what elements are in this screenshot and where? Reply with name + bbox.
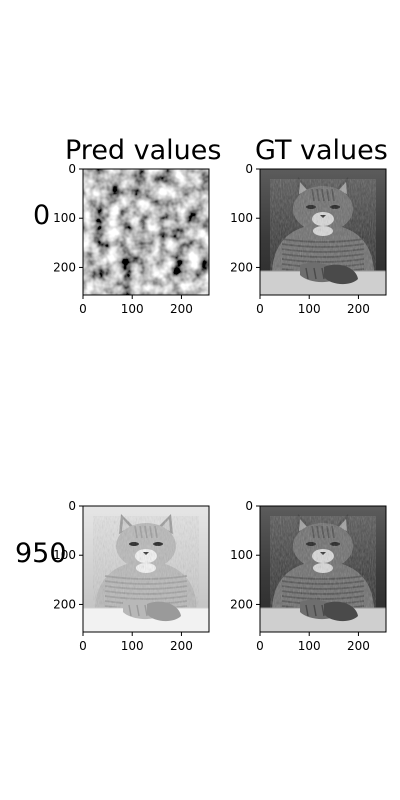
y-tick-label: 100	[53, 548, 76, 562]
y-tick-label: 0	[245, 499, 253, 513]
y-tick-label: 200	[53, 260, 76, 274]
y-tick-label: 100	[53, 211, 76, 225]
y-tick-label: 0	[68, 499, 76, 513]
y-tick-label: 200	[230, 260, 253, 274]
y-tick-label: 100	[230, 211, 253, 225]
x-tick-label: 100	[298, 302, 321, 316]
y-tick-label: 0	[245, 162, 253, 176]
x-tick-label: 0	[79, 302, 87, 316]
y-tick-label: 100	[230, 548, 253, 562]
y-tick-label: 200	[53, 597, 76, 611]
y-tick-label: 200	[230, 597, 253, 611]
x-tick-label: 100	[121, 639, 144, 653]
noise-image	[83, 169, 209, 295]
cat-image	[260, 506, 386, 632]
x-tick-label: 200	[347, 639, 370, 653]
gt-panel-row-950: 0 100 200 0 100 200	[217, 497, 377, 657]
x-tick-label: 0	[256, 639, 264, 653]
cat-image	[260, 169, 386, 295]
x-tick-label: 200	[347, 302, 370, 316]
y-tick-label: 0	[68, 162, 76, 176]
pred-panel-row-950: 0 100 200 0 100 200	[40, 497, 200, 657]
pred-panel-row-0: 0 100 200 0 100 200	[40, 160, 200, 320]
x-tick-label: 0	[79, 639, 87, 653]
x-tick-label: 200	[170, 639, 193, 653]
x-tick-label: 0	[256, 302, 264, 316]
gt-panel-row-0: 0 100 200 0 100 200	[217, 160, 377, 320]
cat-image	[83, 506, 209, 632]
x-tick-label: 200	[170, 302, 193, 316]
x-tick-label: 100	[298, 639, 321, 653]
x-tick-label: 100	[121, 302, 144, 316]
